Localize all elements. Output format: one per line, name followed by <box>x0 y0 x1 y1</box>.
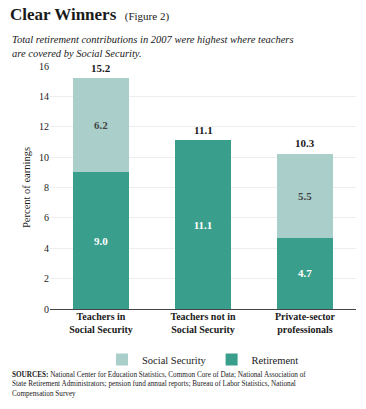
svg-text:4: 4 <box>44 243 49 254</box>
svg-text:14: 14 <box>39 91 49 102</box>
svg-text:0: 0 <box>44 304 49 315</box>
svg-text:Teachers not inSocial Security: Teachers not inSocial Security <box>170 311 236 335</box>
svg-text:SOURCES: National Center for E: SOURCES: National Center for Education S… <box>12 371 306 398</box>
svg-text:11.1: 11.1 <box>194 124 213 136</box>
svg-text:Teachers inSocial Security: Teachers inSocial Security <box>69 311 133 335</box>
svg-text:Retirement: Retirement <box>252 355 299 366</box>
svg-text:2: 2 <box>44 273 49 284</box>
svg-text:9.0: 9.0 <box>94 235 108 247</box>
svg-text:11.1: 11.1 <box>194 219 213 231</box>
svg-text:5.5: 5.5 <box>298 190 312 202</box>
svg-text:6.2: 6.2 <box>94 119 108 131</box>
svg-text:Percent of earnings: Percent of earnings <box>21 147 32 228</box>
svg-text:12: 12 <box>39 121 49 132</box>
svg-text:8: 8 <box>44 182 49 193</box>
svg-text:4.7: 4.7 <box>298 267 312 279</box>
svg-text:15.2: 15.2 <box>91 62 111 74</box>
svg-text:Private-sectorprofessionals: Private-sectorprofessionals <box>275 311 336 335</box>
svg-text:16: 16 <box>39 61 49 72</box>
svg-text:Clear Winners (Figure 2): Clear Winners (Figure 2) <box>10 5 169 24</box>
svg-text:Social Security: Social Security <box>142 355 207 366</box>
svg-text:10.3: 10.3 <box>295 137 315 149</box>
svg-text:6: 6 <box>44 212 49 223</box>
svg-text:Total retirement contributions: Total retirement contributions in 2007 w… <box>12 34 294 59</box>
svg-text:10: 10 <box>39 152 49 163</box>
